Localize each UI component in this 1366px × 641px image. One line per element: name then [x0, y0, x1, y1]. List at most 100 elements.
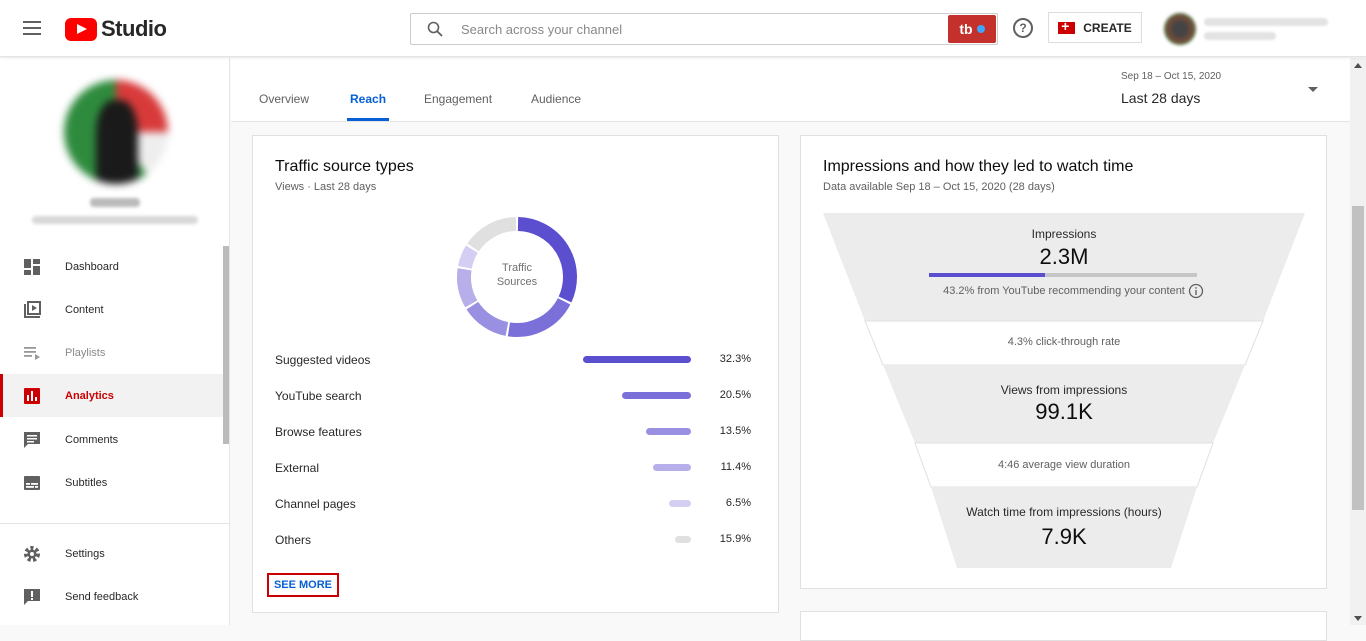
traffic-source-row[interactable]: Others 15.9%: [275, 531, 751, 549]
impressions-progress-track: [929, 273, 1197, 277]
date-range-dates: Sep 18 – Oct 15, 2020: [1121, 71, 1222, 82]
traffic-source-bar: [645, 428, 691, 435]
sidebar-item-comments[interactable]: Comments: [0, 418, 223, 461]
studio-logo[interactable]: Studio: [65, 16, 167, 42]
traffic-source-percent: 20.5%: [719, 389, 751, 401]
sidebar-item-playlists[interactable]: Playlists: [0, 331, 223, 374]
sidebar-item-settings[interactable]: Settings: [0, 532, 223, 575]
impressions-note: 43.2% from YouTube recommending your con…: [943, 285, 1185, 297]
sidebar-item-analytics[interactable]: Analytics: [0, 374, 223, 417]
views-value: 99.1K: [1035, 399, 1093, 424]
card-title: Traffic source types: [275, 158, 414, 175]
impressions-funnel-card: Impressions and how they led to watch ti…: [800, 135, 1327, 589]
sidebar-item-label: Content: [65, 303, 104, 316]
donut-slice[interactable]: [517, 217, 577, 303]
tab-overview[interactable]: Overview: [259, 92, 310, 106]
search-box: tb: [410, 13, 998, 45]
comments-icon: [24, 431, 40, 448]
tubebuddy-label: tb: [959, 21, 973, 37]
subtitles-icon: [24, 475, 40, 490]
content-icon: [24, 300, 41, 318]
scrollbar-thumb[interactable]: [1352, 206, 1364, 510]
account-menu[interactable]: [1160, 10, 1346, 48]
date-range-select[interactable]: Last 28 days: [1121, 90, 1201, 106]
sidebar-item-content[interactable]: Content: [0, 288, 223, 331]
card-subtitle: Data available Sep 18 – Oct 15, 2020 (28…: [823, 181, 1055, 193]
traffic-source-row[interactable]: External 11.4%: [275, 459, 751, 477]
search-input[interactable]: [461, 14, 941, 44]
traffic-source-percent: 6.5%: [725, 497, 751, 509]
traffic-source-percent: 11.4%: [720, 461, 751, 473]
donut-label-line-1: Traffic: [502, 262, 532, 274]
donut-slice[interactable]: [507, 297, 571, 337]
sidebar-item-dashboard[interactable]: Dashboard: [0, 245, 223, 288]
avd-value: 4:46 average view duration: [997, 459, 1131, 471]
tab-engagement[interactable]: Engagement: [424, 92, 493, 106]
impressions-value: 2.3M: [1039, 244, 1089, 269]
create-button[interactable]: CREATE: [1048, 12, 1142, 43]
sidebar-item-label: Dashboard: [65, 260, 119, 273]
traffic-source-card: Traffic source types Views · Last 28 day…: [252, 135, 779, 613]
views-label: Views from impressions: [1000, 383, 1128, 397]
card-title: Impressions and how they led to watch ti…: [823, 158, 1134, 175]
sidebar-scrollbar[interactable]: [223, 246, 229, 444]
donut-slice[interactable]: [458, 245, 479, 269]
traffic-source-row[interactable]: Suggested videos 32.3%: [275, 351, 751, 369]
donut-slice[interactable]: [466, 301, 509, 336]
scroll-up-icon[interactable]: [1354, 63, 1362, 68]
traffic-source-label: Channel pages: [275, 497, 356, 511]
menu-icon[interactable]: [23, 21, 41, 35]
sidebar-item-label: Send feedback: [65, 590, 139, 603]
funnel-shape: [823, 213, 1305, 568]
donut-slice[interactable]: [467, 217, 517, 252]
logo-text: Studio: [101, 16, 167, 41]
watch-time-label: Watch time from impressions (hours): [966, 505, 1162, 519]
tab-audience[interactable]: Audience: [531, 92, 582, 106]
help-icon[interactable]: ?: [1013, 18, 1033, 38]
account-name-blurred: [1204, 18, 1328, 26]
next-card: [800, 611, 1327, 641]
impressions-label: Impressions: [1031, 227, 1097, 241]
sidebar-item-label: Settings: [65, 547, 105, 560]
sidebar-item-label: Comments: [65, 433, 119, 446]
traffic-source-bar: [669, 500, 691, 507]
sidebar-item-subtitles[interactable]: Subtitles: [0, 461, 223, 504]
create-label: CREATE: [1083, 20, 1132, 35]
settings-icon: [24, 545, 40, 562]
traffic-source-row[interactable]: Channel pages 6.5%: [275, 495, 751, 513]
donut-slice[interactable]: [457, 268, 478, 308]
traffic-source-percent: 13.5%: [719, 425, 751, 437]
page-scrollbar[interactable]: [1350, 58, 1366, 625]
top-bar: Studio tb ? CREATE: [0, 0, 1366, 57]
traffic-source-bar: [583, 356, 691, 363]
channel-avatar[interactable]: [64, 80, 168, 184]
account-avatar: [1164, 13, 1196, 45]
traffic-source-row[interactable]: Browse features 13.5%: [275, 423, 751, 441]
sidebar-item-label: Subtitles: [65, 476, 108, 489]
funnel-stage-views: [883, 365, 1245, 443]
scroll-down-icon[interactable]: [1354, 616, 1362, 621]
feedback-icon: [24, 588, 40, 605]
traffic-source-row[interactable]: YouTube search 20.5%: [275, 387, 751, 405]
sidebar: Dashboard Content Playlists Analytics Co…: [0, 58, 230, 625]
caret-down-icon[interactable]: [1308, 87, 1318, 92]
watch-time-value: 7.9K: [1041, 524, 1087, 549]
active-tab-indicator: [347, 118, 389, 121]
channel-subtitle-blurred: [32, 216, 198, 224]
dashboard-icon: [24, 258, 40, 275]
info-icon[interactable]: [1188, 283, 1204, 299]
tubebuddy-button[interactable]: tb: [948, 15, 996, 43]
traffic-donut-chart: [457, 217, 577, 337]
impressions-funnel: Impressions 2.3M 43.2% from YouTube reco…: [823, 213, 1305, 569]
traffic-source-percent: 15.9%: [719, 533, 751, 545]
account-email-blurred: [1204, 32, 1276, 40]
sidebar-item-label: Analytics: [65, 389, 114, 402]
search-icon[interactable]: [427, 21, 443, 37]
video-camera-icon: [1058, 18, 1076, 34]
card-subtitle: Views · Last 28 days: [275, 181, 377, 193]
sidebar-item-send-feedback[interactable]: Send feedback: [0, 575, 223, 618]
tubebuddy-status-icon: [976, 25, 985, 33]
tab-reach[interactable]: Reach: [350, 92, 387, 106]
analytics-tabs-bar: Overview Reach Engagement Audience Sep 1…: [231, 58, 1351, 122]
see-more-button[interactable]: SEE MORE: [267, 573, 339, 597]
